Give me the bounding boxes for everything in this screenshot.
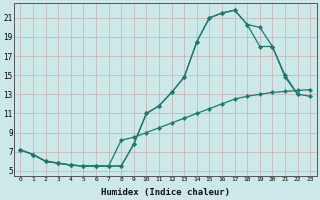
X-axis label: Humidex (Indice chaleur): Humidex (Indice chaleur) — [101, 188, 230, 197]
